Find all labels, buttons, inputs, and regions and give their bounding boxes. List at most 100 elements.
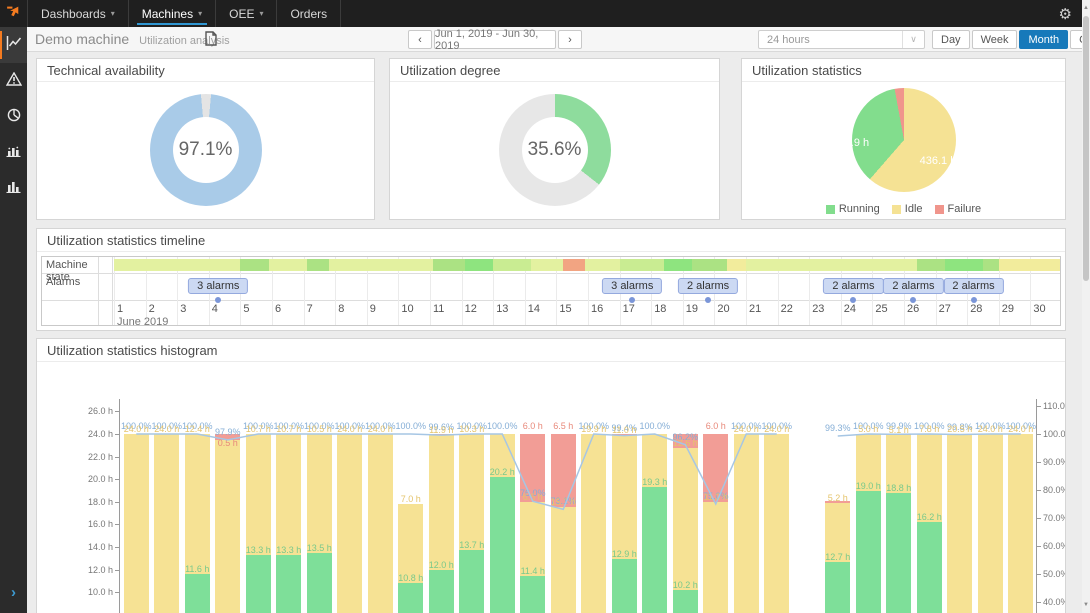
bar-running-segment[interactable]	[245, 554, 271, 613]
date-next-button[interactable]: ›	[558, 30, 582, 49]
machine-state-segment[interactable]	[692, 259, 728, 271]
bar-idle-segment[interactable]	[123, 434, 149, 613]
alarm-badge[interactable]: 2 alarms	[823, 278, 884, 294]
range-button-day[interactable]: Day	[932, 30, 970, 49]
bar-failure-segment[interactable]	[672, 434, 698, 448]
bar-failure-segment[interactable]	[825, 500, 851, 503]
bar-running-segment[interactable]	[916, 522, 942, 613]
bar-idle-segment[interactable]	[489, 434, 515, 477]
bar-idle-segment[interactable]	[581, 434, 607, 613]
app-logo-icon[interactable]	[0, 0, 27, 27]
scroll-down-arrow[interactable]: ▼	[1083, 602, 1089, 608]
machine-state-segment[interactable]	[531, 259, 563, 271]
sidebar-pie-chart-icon[interactable]	[0, 99, 27, 135]
bar-running-segment[interactable]	[642, 487, 668, 613]
bar-idle-segment[interactable]	[947, 434, 973, 613]
bar-idle-segment[interactable]	[276, 434, 302, 555]
sidebar-bar-chart-icon[interactable]	[0, 171, 27, 207]
range-button-month[interactable]: Month	[1019, 30, 1069, 49]
sidebar-histogram-icon[interactable]	[0, 135, 27, 171]
bar-idle-segment[interactable]	[245, 434, 271, 555]
settings-gear-icon[interactable]: ⚙	[1058, 5, 1072, 23]
alarm-badge[interactable]: 3 alarms	[602, 278, 663, 294]
nav-item-machines[interactable]: Machines ▾	[127, 0, 215, 27]
bar-idle-segment[interactable]	[520, 501, 546, 577]
date-prev-button[interactable]: ‹	[408, 30, 432, 49]
bar-running-segment[interactable]	[459, 550, 485, 613]
bar-running-segment[interactable]	[428, 569, 454, 613]
bar-idle-segment[interactable]	[550, 507, 576, 613]
bar-running-segment[interactable]	[855, 490, 881, 613]
machine-state-segment[interactable]	[433, 259, 465, 271]
machine-state-segment[interactable]	[493, 259, 532, 271]
machine-state-segment[interactable]	[562, 259, 585, 271]
bar-idle-segment[interactable]	[154, 434, 180, 613]
bar-idle-segment[interactable]	[459, 434, 485, 551]
machine-state-segment[interactable]	[619, 259, 664, 271]
alarm-badge[interactable]: 3 alarms	[188, 278, 249, 294]
machine-state-segment[interactable]	[746, 259, 917, 271]
vertical-scrollbar[interactable]: ▲ ▼	[1082, 0, 1090, 613]
alarm-badge[interactable]: 2 alarms	[677, 278, 739, 294]
bar-idle-segment[interactable]	[825, 502, 851, 562]
sidebar-expand-chevron[interactable]: ›	[11, 584, 16, 601]
export-report-icon[interactable]	[205, 31, 217, 51]
technical-availability-donut[interactable]: 97.1%	[149, 94, 262, 206]
machine-state-segment[interactable]	[114, 259, 241, 271]
scrollbar-thumb[interactable]	[1083, 16, 1089, 281]
bar-running-segment[interactable]	[672, 589, 698, 613]
bar-idle-segment[interactable]	[398, 504, 424, 584]
bar-idle-segment[interactable]	[977, 434, 1003, 613]
bar-running-segment[interactable]	[398, 583, 424, 613]
date-range-label[interactable]: Jun 1, 2019 - Jun 30, 2019	[434, 28, 556, 52]
bar-idle-segment[interactable]	[215, 439, 241, 613]
machine-state-segment[interactable]	[983, 259, 999, 271]
bar-running-segment[interactable]	[306, 552, 332, 613]
bar-failure-segment[interactable]	[520, 434, 546, 502]
bar-running-segment[interactable]	[184, 574, 210, 613]
utilization-statistics-pie[interactable]	[851, 88, 956, 192]
histogram-chart[interactable]: 26.0 h 24.0 h 22.0 h 20.0 h 18.0 h 16.0 h 14.0…	[37, 363, 1065, 613]
bar-idle-segment[interactable]	[855, 434, 881, 491]
alarm-badge[interactable]: 2 alarms	[943, 278, 1004, 294]
bar-idle-segment[interactable]	[703, 501, 729, 613]
bar-idle-segment[interactable]	[916, 434, 942, 523]
range-button-week[interactable]: Week	[971, 30, 1018, 49]
bar-running-segment[interactable]	[611, 559, 637, 613]
bar-failure-segment[interactable]	[215, 434, 241, 440]
bar-idle-segment[interactable]	[337, 434, 363, 613]
machine-state-segment[interactable]	[328, 259, 434, 271]
bar-idle-segment[interactable]	[367, 434, 393, 613]
machine-state-segment[interactable]	[998, 259, 1060, 271]
machine-state-segment[interactable]	[464, 259, 494, 271]
bar-idle-segment[interactable]	[886, 435, 912, 493]
machine-state-segment[interactable]	[240, 259, 269, 271]
bar-idle-segment[interactable]	[764, 434, 790, 613]
bar-running-segment[interactable]	[276, 554, 302, 613]
sidebar-warning-icon[interactable]	[0, 63, 27, 99]
timeline-area[interactable]: 3 alarms 3 alarms 2 alarms 2 alarms 2 alarms…	[114, 257, 1060, 325]
alarm-badge[interactable]: 2 alarms	[883, 278, 944, 294]
machine-state-segment[interactable]	[945, 259, 983, 271]
bar-idle-segment[interactable]	[184, 434, 210, 575]
machine-state-segment[interactable]	[268, 259, 307, 271]
bar-failure-segment[interactable]	[611, 434, 637, 436]
interval-dropdown[interactable]: 24 hours ∨	[758, 30, 925, 49]
bar-idle-segment[interactable]	[428, 435, 454, 570]
bar-idle-segment[interactable]	[672, 447, 698, 590]
bar-running-segment[interactable]	[520, 576, 546, 613]
bar-idle-segment[interactable]	[1008, 434, 1034, 613]
bar-failure-segment[interactable]	[550, 434, 576, 508]
machine-state-segment[interactable]	[916, 259, 946, 271]
nav-item-orders[interactable]: Orders	[276, 0, 342, 27]
nav-item-oee[interactable]: OEE ▾	[215, 0, 276, 27]
sidebar-line-chart-icon[interactable]	[0, 27, 27, 63]
bar-failure-segment[interactable]	[703, 434, 729, 502]
utilization-degree-donut[interactable]: 35.6%	[498, 94, 611, 206]
bar-idle-segment[interactable]	[611, 435, 637, 560]
bar-idle-segment[interactable]	[642, 434, 668, 488]
machine-state-segment[interactable]	[727, 259, 746, 271]
machine-state-band[interactable]	[114, 259, 1060, 271]
machine-state-segment[interactable]	[584, 259, 620, 271]
bar-running-segment[interactable]	[489, 476, 515, 613]
